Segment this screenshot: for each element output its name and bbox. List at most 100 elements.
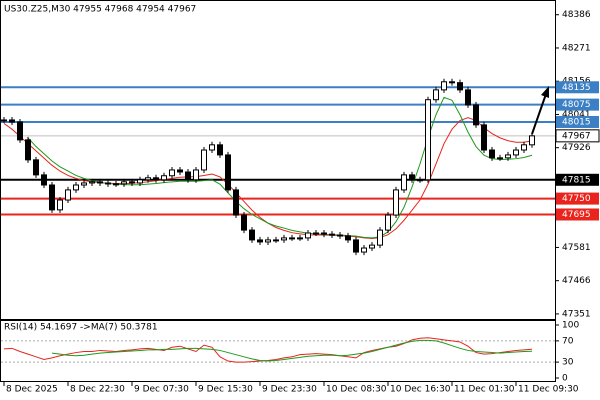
rsi-tick-label: 30: [562, 358, 574, 368]
candle: [409, 174, 415, 181]
candle: [401, 174, 407, 191]
y-tick-label: 48386: [562, 10, 591, 20]
candle: [121, 181, 127, 185]
candle: [473, 104, 479, 126]
y-tick-label: 47926: [562, 143, 591, 153]
candle: [57, 199, 63, 211]
level-label: 47695: [562, 210, 591, 220]
candle: [89, 181, 95, 184]
candle: [105, 182, 111, 185]
candle: [289, 237, 295, 240]
level-label-box: [556, 173, 599, 186]
candle: [489, 149, 495, 159]
candle: [153, 177, 159, 181]
candle: [505, 154, 511, 159]
candle: [321, 232, 327, 235]
level-label-box: [556, 115, 599, 128]
candle: [1, 119, 7, 122]
candle: [265, 239, 271, 243]
level-label: 47815: [562, 175, 591, 185]
candle: [249, 229, 255, 241]
candle: [97, 181, 103, 184]
candle: [169, 169, 175, 177]
candle: [161, 175, 167, 181]
candle: [345, 235, 351, 241]
candle: [481, 124, 487, 151]
candle: [217, 144, 223, 156]
x-tick-label: 10 Dec 16:30: [390, 385, 451, 395]
candle: [41, 174, 47, 186]
plot-layer: 4838648271481564804147926478114769647581…: [1, 10, 600, 395]
candle: [137, 179, 143, 184]
level-label-box: [556, 208, 599, 221]
rsi-tick-label: 0: [562, 374, 568, 384]
level-label-box: [556, 192, 599, 205]
y-tick-label: 47581: [562, 243, 591, 253]
candle: [241, 214, 247, 231]
rsi-line: [3, 337, 533, 363]
current-price-box: [555, 129, 600, 143]
y-tick-label: 48271: [562, 43, 591, 53]
rsi-ma-line: [51, 339, 533, 362]
rsi-tick-label: 70: [562, 336, 574, 346]
rsi-tick-label: 100: [562, 321, 579, 331]
rsi-frame: [0, 320, 556, 382]
candle: [417, 179, 423, 182]
y-tick-label: 48041: [562, 110, 591, 120]
candle: [425, 99, 431, 181]
candle: [65, 189, 71, 201]
candle: [17, 121, 23, 141]
level-label: 47750: [562, 194, 591, 204]
level-label: 48075: [562, 100, 591, 110]
candle: [521, 144, 527, 151]
x-tick-label: 9 Dec 23:30: [262, 385, 317, 395]
chart-title: US30.Z25,M30 47955 47968 47954 47967: [4, 5, 196, 15]
arrow-head: [541, 86, 549, 98]
candle: [369, 244, 375, 249]
candle: [513, 149, 519, 156]
candle: [81, 182, 87, 186]
x-tick-label: 10 Dec 08:30: [326, 385, 387, 395]
candle: [233, 189, 239, 216]
candle: [209, 144, 215, 151]
candle: [441, 81, 447, 91]
level-label-box: [556, 81, 599, 94]
candle: [33, 159, 39, 176]
x-tick-label: 11 Dec 09:30: [518, 385, 579, 395]
candle: [297, 237, 303, 240]
candle: [193, 169, 199, 181]
candle: [497, 157, 503, 160]
candle: [257, 239, 263, 243]
current-price-label: 47967: [562, 131, 591, 141]
candle: [377, 229, 383, 246]
candle: [353, 239, 359, 253]
candle: [129, 181, 135, 184]
candle: [329, 233, 335, 236]
candle: [385, 214, 391, 231]
y-tick-label: 47351: [562, 309, 591, 319]
candle: [73, 184, 79, 191]
candle: [25, 139, 31, 161]
y-tick-label: 47466: [562, 276, 591, 286]
candle: [457, 82, 463, 91]
candle: [145, 177, 151, 181]
rsi-title: RSI(14) 54.1697 ->MA(7) 50.3781: [4, 323, 158, 333]
candle: [49, 184, 55, 211]
candle: [313, 232, 319, 235]
level-label: 48135: [562, 83, 591, 93]
candle: [449, 81, 455, 84]
candle: [361, 247, 367, 253]
x-tick-label: 9 Dec 07:30: [134, 385, 189, 395]
candle: [225, 154, 231, 191]
x-tick-label: 8 Dec 22:30: [70, 385, 125, 395]
x-tick-label: 8 Dec 2025: [6, 385, 58, 395]
price-frame: [0, 0, 556, 320]
candle: [281, 237, 287, 241]
candle: [273, 239, 279, 242]
level-label-box: [556, 98, 599, 111]
candle: [465, 89, 471, 106]
candle: [201, 149, 207, 171]
x-tick-label: 9 Dec 15:30: [198, 385, 253, 395]
arrow: [531, 93, 547, 135]
x-tick-label: 11 Dec 01:30: [454, 385, 515, 395]
